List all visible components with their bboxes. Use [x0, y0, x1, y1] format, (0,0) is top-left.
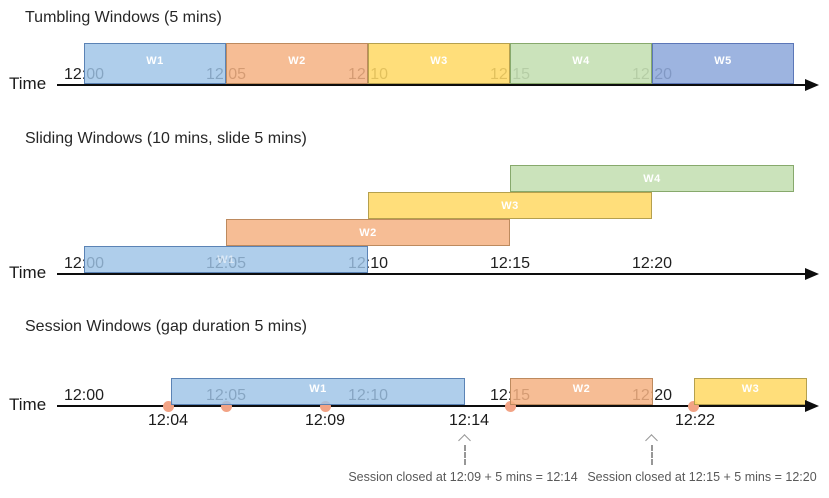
window-label: W1: [217, 254, 235, 266]
event-dot: [687, 400, 699, 412]
axis-arrowhead-icon: [805, 268, 819, 280]
event-dot: [220, 400, 232, 412]
event-dot: [504, 400, 516, 412]
section-title-sliding: Sliding Windows (10 mins, slide 5 mins): [25, 130, 307, 147]
window-label: W5: [714, 55, 732, 67]
event-time-label: 12:04: [147, 412, 189, 429]
section-title-session: Session Windows (gap duration 5 mins): [25, 318, 307, 335]
window-bar-sliding-w2: W2: [226, 219, 510, 246]
window-label: W2: [572, 383, 591, 395]
window-label: W3: [741, 383, 760, 395]
window-label: W4: [572, 55, 590, 67]
event-dot: [162, 400, 174, 412]
window-label: W3: [430, 55, 448, 67]
window-label: W1: [146, 55, 164, 67]
time-axis-label: Time: [9, 263, 47, 282]
time-axis-line: [57, 405, 806, 407]
window-bar-sliding-w1: W1: [84, 246, 368, 273]
time-axis-label: Time: [9, 74, 47, 93]
annotation-text: Session closed at 12:09 + 5 mins = 12:14: [348, 470, 578, 484]
window-label: W4: [643, 173, 661, 185]
window-label: W2: [288, 55, 306, 67]
tick-label: 12:20: [631, 255, 673, 272]
window-bar-sliding-w4: W4: [510, 165, 794, 192]
window-bar-tumbling-w5: W5: [652, 43, 794, 84]
window-bar-session-w3: W3: [694, 378, 807, 405]
window-label: W1: [309, 383, 327, 395]
tick-label: 12:00: [63, 387, 105, 404]
annotation-text: Session closed at 12:15 + 5 mins = 12:20: [587, 470, 817, 484]
event-dot: [319, 400, 331, 412]
event-time-label: 12:14: [448, 412, 490, 429]
section-title-tumbling: Tumbling Windows (5 mins): [25, 9, 222, 26]
time-axis-line: [57, 273, 806, 275]
window-bar-tumbling-w1: W1: [84, 43, 226, 84]
annotation-arrow-stem: [651, 445, 653, 465]
window-label: W3: [501, 200, 519, 212]
time-axis-line: [57, 84, 806, 86]
window-bar-tumbling-w4: W4: [510, 43, 652, 84]
event-time-label: 12:09: [304, 412, 346, 429]
annotation-arrow-stem: [464, 445, 466, 465]
event-time-label: 12:22: [674, 412, 716, 429]
window-label: W2: [359, 227, 377, 239]
tick-label: 12:15: [489, 255, 531, 272]
window-bar-session-w1: W1: [171, 378, 465, 405]
window-bar-sliding-w3: W3: [368, 192, 652, 219]
window-bar-tumbling-w2: W2: [226, 43, 368, 84]
window-bar-session-w2: W2: [510, 378, 653, 405]
axis-arrowhead-icon: [805, 79, 819, 91]
axis-arrowhead-icon: [805, 400, 819, 412]
window-bar-tumbling-w3: W3: [368, 43, 510, 84]
time-axis-label: Time: [9, 395, 47, 414]
